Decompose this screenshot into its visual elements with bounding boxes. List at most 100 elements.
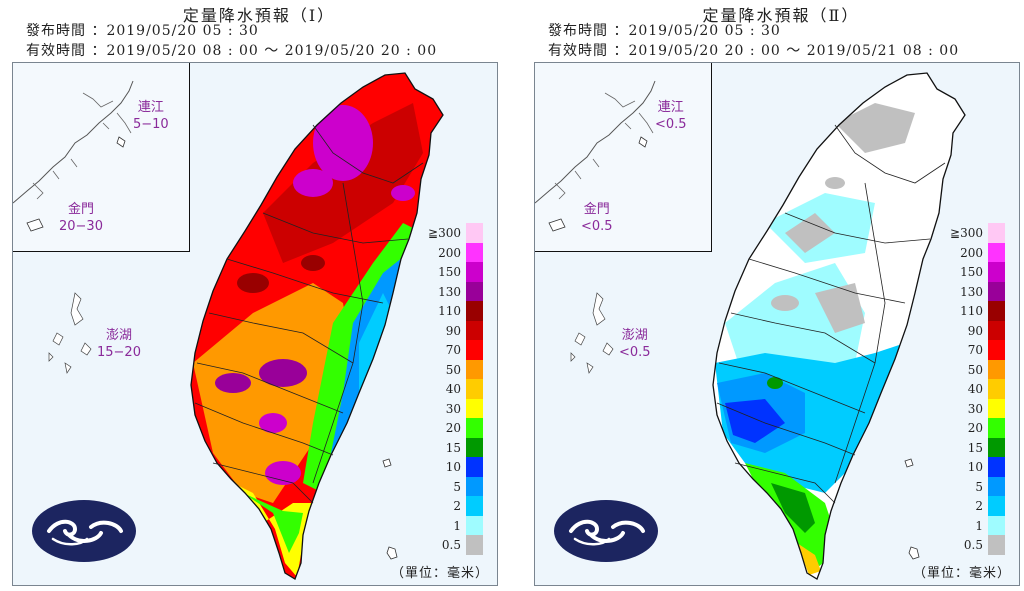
- kinmen-value: <0.5: [581, 219, 613, 234]
- legend-row: 200: [429, 242, 489, 262]
- legend-row: ≧300: [428, 223, 489, 243]
- legend-swatch: [988, 359, 1005, 379]
- legend-label: 10: [445, 460, 461, 474]
- legend-swatch: [466, 418, 483, 438]
- issue-time: 發布時間 ：2019/05/20 05 : 30: [26, 23, 259, 39]
- legend-row: 30: [951, 398, 1011, 418]
- taiwan-rainfall-map: [48, 72, 444, 580]
- rainfall-map: 連江 5−10 金門 20−30 澎湖 15−20 ≧300 200 1 50 130 1…: [12, 62, 498, 586]
- legend-row: 50: [429, 359, 489, 379]
- legend-row: 90: [429, 320, 489, 340]
- legend-row: 90: [951, 320, 1011, 340]
- qpf-panel-1: 定量降水預報（Ⅰ） 發布時間 ：2019/05/20 05 : 30 有效時間 …: [8, 0, 510, 591]
- legend-row: 1: [951, 515, 1011, 535]
- legend-swatch: [988, 281, 1005, 301]
- kinmen-label: 金門 <0.5: [581, 201, 613, 235]
- legend-swatch: [988, 496, 1005, 516]
- legend-swatch: [988, 476, 1005, 496]
- legend-swatch: [988, 379, 1005, 399]
- legend-label: 2: [975, 499, 983, 513]
- legend-swatch: [466, 340, 483, 360]
- issue-time: 發布時間 ：2019/05/20 05 : 30: [548, 23, 781, 39]
- legend-swatch: [466, 398, 483, 418]
- legend-swatch: [466, 223, 483, 243]
- penghu-label: 澎湖 15−20: [97, 327, 141, 361]
- legend-label: 30: [967, 401, 983, 416]
- legend-label: 90: [967, 323, 983, 338]
- legend-swatch: [466, 242, 483, 262]
- legend-row: 130: [951, 281, 1011, 301]
- legend-label: 30: [445, 401, 461, 416]
- legend-row: 110: [951, 301, 1011, 321]
- cwb-logo-icon: [553, 499, 659, 563]
- legend-row: 200: [951, 242, 1011, 262]
- legend-label: 110: [960, 304, 983, 318]
- legend-swatch: [988, 437, 1005, 457]
- legend-swatch: [988, 340, 1005, 360]
- penghu-name: 澎湖: [105, 328, 132, 343]
- matsu-value: <0.5: [655, 117, 687, 132]
- matsu-name: 連江: [137, 100, 164, 115]
- legend-label: 40: [445, 382, 461, 396]
- legend-swatch: [988, 320, 1005, 340]
- cwb-logo-icon: [31, 499, 137, 563]
- matsu-label: 連江 5−10: [133, 99, 169, 133]
- legend-label: 90: [445, 323, 461, 338]
- legend-row: 1: [429, 515, 489, 535]
- unit-label: （單位：毫米）: [390, 566, 489, 581]
- legend-row: 70: [951, 340, 1011, 360]
- rainfall-legend: ≧300 200 150 130 110 90 70 50 40 30 20 15 10 5 2 1 0.5: [950, 223, 1011, 555]
- legend-label: 10: [967, 460, 983, 474]
- legend-swatch: [988, 457, 1005, 477]
- legend-label: 200: [960, 245, 983, 260]
- legend-row: 0.5: [429, 535, 489, 555]
- legend-label: 130: [438, 284, 461, 299]
- legend-row: 0.5: [951, 535, 1011, 555]
- kinmen-value: 20−30: [59, 219, 103, 234]
- rainfall-legend: ≧300 200 150 130 110 90 70 50 40 30 20 15 10 5 2 1 0.5: [428, 223, 489, 555]
- legend-row: 20: [429, 418, 489, 438]
- legend-label: 20: [967, 421, 983, 435]
- legend-label: 70: [967, 343, 983, 357]
- legend-label: 200: [438, 245, 461, 260]
- legend-row: 40: [429, 379, 489, 399]
- legend-swatch: [988, 262, 1005, 282]
- penghu-label: 澎湖 <0.5: [619, 327, 651, 361]
- legend-row: 30: [429, 398, 489, 418]
- legend-row: 40: [951, 379, 1011, 399]
- penghu-value: 15−20: [97, 345, 141, 360]
- legend-swatch: [988, 535, 1005, 555]
- legend-label: 70: [445, 343, 461, 357]
- valid-time: 有效時間 ：2019/05/20 08 : 00 〜 2019/05/20 20…: [26, 43, 438, 59]
- panel-title: 定量降水預報（Ⅰ）: [182, 6, 336, 25]
- legend-label: 50: [967, 362, 983, 377]
- qpf-panel-2: 定量降水預報（Ⅱ） 發布時間 ：2019/05/20 05 : 30 有效時間 …: [530, 0, 1024, 591]
- legend-swatch: [466, 437, 483, 457]
- legend-label: 40: [967, 382, 983, 396]
- legend-swatch: [466, 262, 483, 282]
- legend-swatch: [466, 457, 483, 477]
- legend-swatch: [466, 359, 483, 379]
- legend-label: 150: [960, 265, 983, 279]
- legend-label: 110: [438, 304, 461, 318]
- rainfall-map: 連江 <0.5 金門 <0.5 澎湖 <0.5 ≧300 200 150 130 110…: [534, 62, 1020, 586]
- legend-row: 15: [429, 437, 489, 457]
- legend-swatch: [466, 320, 483, 340]
- unit-label: （單位：毫米）: [912, 566, 1011, 581]
- legend-row: 15: [951, 437, 1011, 457]
- legend-row: 130: [429, 281, 489, 301]
- legend-swatch: [988, 242, 1005, 262]
- legend-label: 5: [453, 479, 461, 494]
- kinmen-label: 金門 20−30: [59, 201, 103, 235]
- legend-label: 0.5: [963, 538, 983, 552]
- legend-swatch: [988, 223, 1005, 243]
- legend-label: 15: [445, 440, 461, 455]
- legend-label: 1: [975, 518, 983, 533]
- legend-swatch: [466, 281, 483, 301]
- matsu-name: 連江: [657, 100, 684, 115]
- legend-row: 70: [429, 340, 489, 360]
- legend-row: 10: [951, 457, 1011, 477]
- penghu-value: <0.5: [619, 345, 651, 360]
- legend-row: 20: [951, 418, 1011, 438]
- legend-swatch: [466, 496, 483, 516]
